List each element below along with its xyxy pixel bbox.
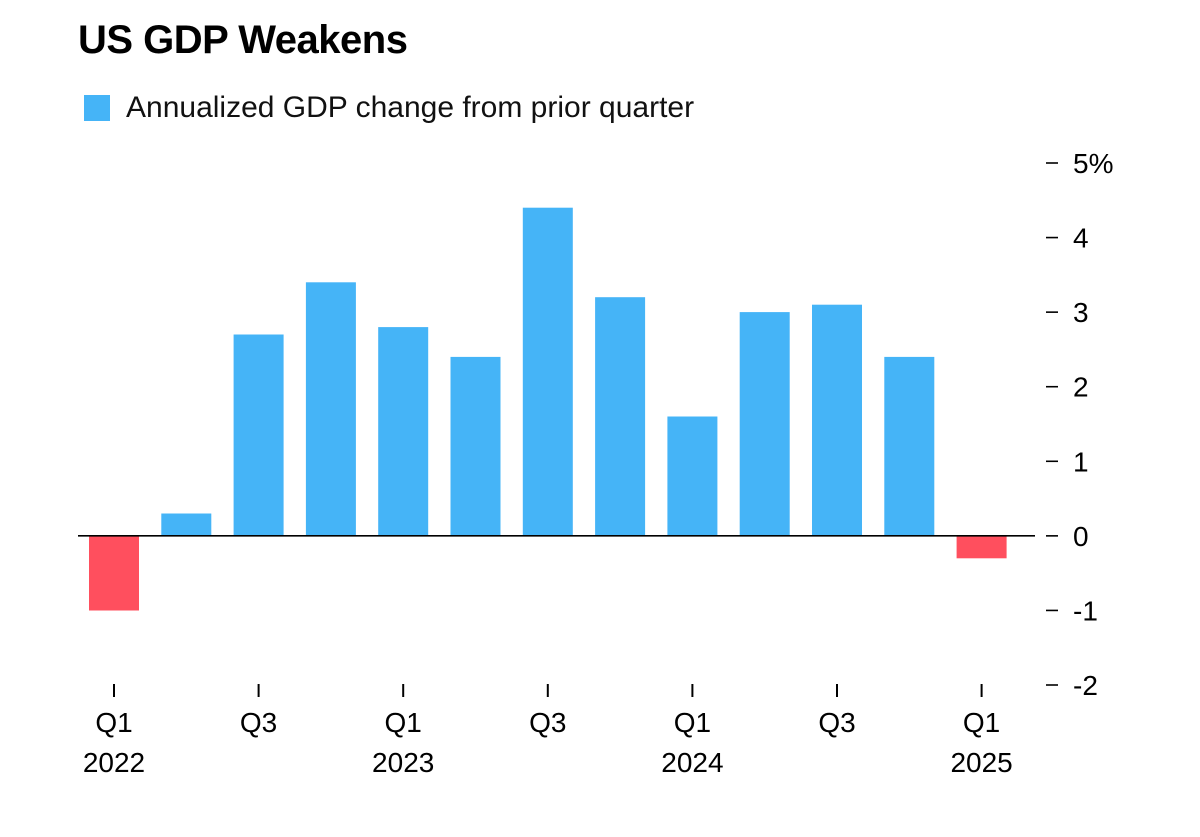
y-tick-label: 5% [1073, 148, 1113, 179]
y-tick-label: -1 [1073, 595, 1098, 626]
y-tick-label: 4 [1073, 223, 1089, 254]
bar-q1-2024 [667, 416, 718, 536]
x-tick-label-quarter: Q3 [529, 707, 566, 738]
legend-label: Annualized GDP change from prior quarter [126, 91, 695, 124]
legend: Annualized GDP change from prior quarter [84, 88, 694, 128]
y-tick-label: 1 [1073, 446, 1089, 477]
x-tick-label-year: 2023 [372, 747, 434, 778]
x-tick-label-quarter: Q1 [385, 707, 422, 738]
y-tick-label: 3 [1073, 297, 1089, 328]
x-tick-label-quarter: Q3 [240, 707, 277, 738]
bar-q4-2024 [884, 356, 935, 536]
bar-q1-2025 [956, 535, 1007, 559]
bar-q2-2022 [161, 513, 212, 536]
chart-title: US GDP Weakens [78, 18, 408, 62]
axis-layer: 5% 4 3 2 1 0 -1 -2 Q1 2022 Q3 Q1 2023 Q3 Q1 2024 Q3 Q1 202… [78, 148, 1113, 778]
x-tick-label-quarter: Q1 [674, 707, 711, 738]
bar-q3-2024 [812, 304, 862, 536]
y-tick-label: -2 [1073, 670, 1098, 701]
bar-q2-2023 [450, 356, 501, 536]
x-tick-label-quarter: Q1 [95, 707, 132, 738]
legend-swatch [84, 95, 110, 121]
bar-q1-2022 [89, 535, 139, 611]
bar-q4-2023 [595, 297, 646, 536]
y-tick-label: 2 [1073, 372, 1089, 403]
x-tick-label-year: 2022 [83, 747, 145, 778]
x-tick-label-year: 2024 [661, 747, 723, 778]
x-tick-label-year: 2025 [950, 747, 1012, 778]
bar-q3-2023 [522, 207, 573, 536]
y-tick-label: 0 [1073, 521, 1089, 552]
bar-q3-2022 [233, 334, 284, 536]
bars-layer [89, 207, 1007, 611]
x-tick-label-quarter: Q3 [818, 707, 855, 738]
bar-q4-2022 [305, 282, 356, 536]
bar-q1-2023 [378, 327, 429, 536]
bar-q2-2024 [739, 312, 790, 536]
x-tick-label-quarter: Q1 [963, 707, 1000, 738]
